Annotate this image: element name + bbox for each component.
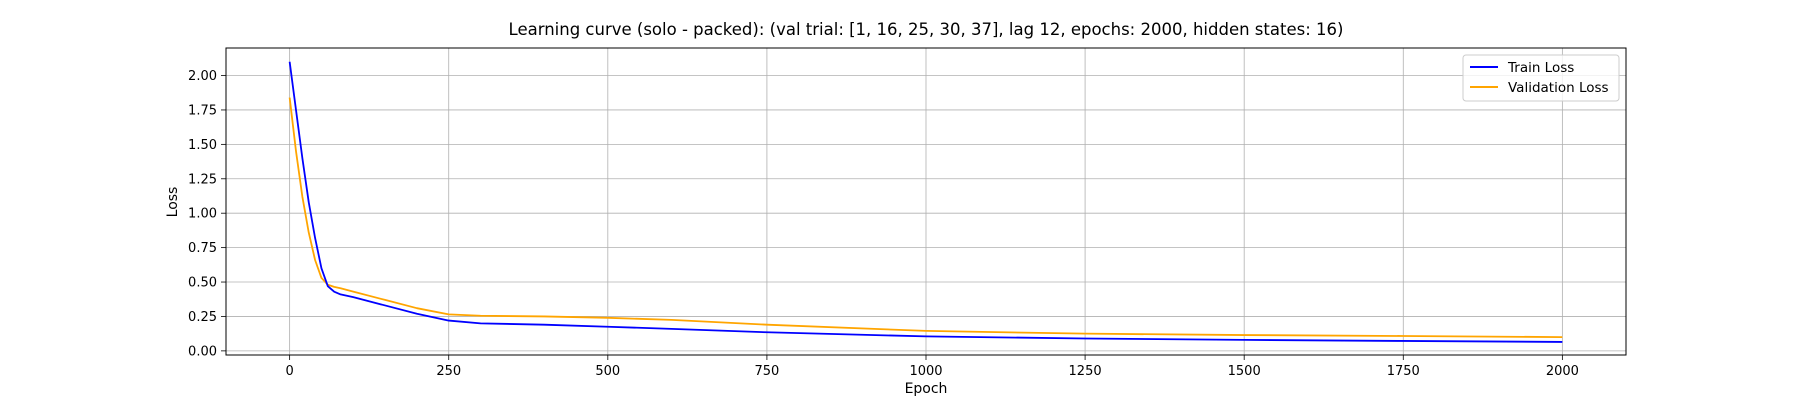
- series-layer: [288, 61, 1563, 343]
- x-tick-label: 2000: [1546, 364, 1579, 379]
- legend-box: [1462, 54, 1620, 102]
- y-tick-label: 2.00: [188, 69, 217, 84]
- x-tick-label: 1500: [1228, 364, 1261, 379]
- chart-title: Learning curve (solo - packed): (val tri…: [509, 20, 1344, 39]
- y-axis-label: Loss: [165, 187, 181, 218]
- x-tick-label: 1250: [1069, 364, 1102, 379]
- x-tick-label: 500: [595, 364, 620, 379]
- legend-label-train-loss: Train Loss: [1507, 60, 1574, 76]
- y-tick-label: 1.75: [188, 103, 217, 118]
- x-axis-label: Epoch: [905, 381, 948, 397]
- legend: Train Loss Validation Loss: [1462, 54, 1620, 102]
- x-tick-label: 250: [436, 364, 461, 379]
- x-tick-label: 0: [285, 364, 293, 379]
- y-tick-label: 1.25: [188, 172, 217, 187]
- series-line-train-loss: [288, 61, 1563, 343]
- y-tick-label: 1.00: [188, 207, 217, 222]
- x-tick-label: 1000: [909, 364, 942, 379]
- y-tick-label: 0.75: [188, 241, 217, 256]
- y-tick-label: 0.25: [188, 310, 217, 325]
- legend-label-validation-loss: Validation Loss: [1508, 80, 1609, 96]
- tick-layer: 0 250 500 750 1000 1250 1500 1750 2000 0.00 0.25 0.…: [188, 69, 1579, 379]
- y-tick-label: 0.00: [188, 344, 217, 359]
- x-tick-label: 1750: [1387, 364, 1420, 379]
- x-tick-label: 750: [754, 364, 779, 379]
- y-tick-label: 1.50: [188, 138, 217, 153]
- series-line-validation-loss: [288, 97, 1563, 338]
- y-tick-label: 0.50: [188, 276, 217, 291]
